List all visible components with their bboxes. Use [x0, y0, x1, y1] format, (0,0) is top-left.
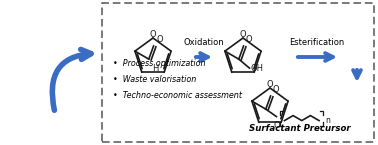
Text: Esterification: Esterification [290, 38, 345, 47]
Text: •  Process optimization: • Process optimization [113, 58, 206, 68]
Text: H: H [152, 64, 158, 73]
Text: O: O [240, 30, 246, 39]
Text: O: O [273, 121, 280, 130]
Text: OH: OH [251, 64, 263, 73]
Text: Surfactant Precursor: Surfactant Precursor [249, 124, 351, 133]
Text: O: O [156, 35, 163, 44]
Text: Oxidation: Oxidation [184, 38, 224, 47]
Text: •  Techno-economic assessment: • Techno-economic assessment [113, 90, 242, 99]
FancyArrowPatch shape [52, 49, 91, 110]
Text: O: O [150, 30, 156, 39]
Text: n: n [325, 116, 330, 125]
Text: O: O [246, 35, 252, 44]
Bar [102, 3, 374, 142]
Text: •  Waste valorisation: • Waste valorisation [113, 75, 197, 84]
Text: O: O [273, 85, 279, 94]
Text: O: O [267, 80, 273, 89]
